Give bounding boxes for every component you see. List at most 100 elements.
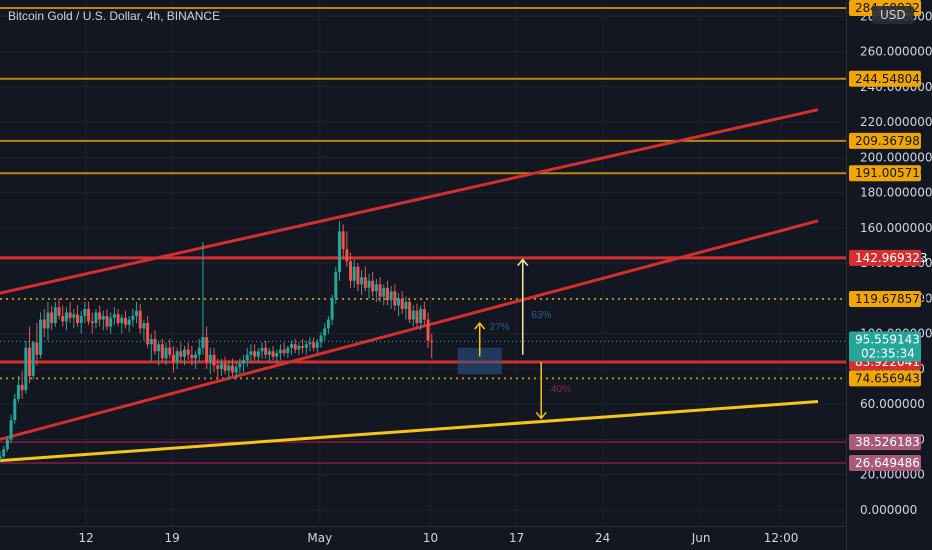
price-tick-label: 180.000000 bbox=[860, 186, 932, 200]
candle-body bbox=[360, 277, 364, 285]
candle-body bbox=[422, 308, 426, 320]
candle-body bbox=[208, 354, 212, 362]
time-tick-label: Jun bbox=[691, 531, 711, 545]
time-tick-label: 17 bbox=[509, 531, 524, 545]
price-tag-bg bbox=[849, 165, 921, 182]
candle-body bbox=[142, 323, 146, 329]
candle-body bbox=[171, 354, 175, 362]
trendline bbox=[0, 219, 819, 441]
candle-body bbox=[408, 301, 412, 320]
candle-body bbox=[371, 280, 375, 292]
candle-body bbox=[230, 365, 234, 373]
candle-body bbox=[72, 314, 76, 318]
candle-body bbox=[315, 342, 319, 348]
candle-body bbox=[157, 344, 161, 352]
current-price-label: 95.559143 bbox=[855, 332, 920, 346]
candle-body bbox=[374, 284, 378, 292]
candle-body bbox=[293, 344, 297, 350]
candle-body bbox=[120, 317, 124, 324]
candle-body bbox=[61, 316, 65, 322]
candle-body bbox=[0, 456, 2, 460]
candle-body bbox=[146, 323, 150, 345]
price-tick-label: 20.000000 bbox=[860, 468, 925, 482]
candle-body bbox=[334, 271, 338, 299]
candle-body bbox=[278, 349, 282, 354]
candle-body bbox=[179, 351, 183, 357]
candle-body bbox=[42, 319, 46, 329]
candle-body bbox=[98, 312, 102, 320]
candle-body bbox=[304, 344, 308, 348]
candle-body bbox=[116, 314, 120, 324]
candle-body bbox=[301, 346, 305, 348]
candle-body bbox=[201, 337, 205, 348]
candles bbox=[0, 220, 434, 462]
current-price-tag-bg bbox=[849, 331, 921, 362]
candle-body bbox=[79, 316, 83, 324]
trendlines bbox=[0, 108, 819, 463]
candle-body bbox=[75, 314, 79, 324]
candle-body bbox=[90, 321, 94, 324]
price-tag-label: 209.367982 bbox=[855, 134, 928, 148]
candle-body bbox=[326, 319, 330, 329]
price-tag-bg bbox=[849, 434, 921, 451]
candle-body bbox=[382, 287, 386, 297]
candle-body bbox=[131, 316, 135, 320]
candle-body bbox=[5, 439, 9, 450]
candle-body bbox=[430, 340, 434, 342]
candle-body bbox=[389, 291, 393, 301]
candle-body bbox=[397, 298, 401, 306]
time-tick-label: 12 bbox=[78, 531, 93, 545]
candle-body bbox=[219, 363, 223, 369]
candle-body bbox=[68, 312, 72, 318]
grid bbox=[0, 0, 846, 526]
candle-body bbox=[341, 231, 345, 250]
candle-body bbox=[39, 319, 43, 355]
candle-body bbox=[2, 449, 6, 457]
time-axis[interactable]: 12 19 May 10 17 24 Jun 12:00 bbox=[78, 531, 798, 545]
price-tag-label: 244.548049 bbox=[855, 72, 928, 86]
candle-body bbox=[87, 308, 91, 322]
candle-body bbox=[378, 284, 382, 297]
candle-countdown: 02:35:34 bbox=[861, 346, 915, 360]
candle-body bbox=[271, 351, 275, 357]
candle-body bbox=[238, 363, 242, 368]
time-tick-label: 24 bbox=[595, 531, 610, 545]
candle-body bbox=[253, 351, 257, 357]
candle-body bbox=[249, 351, 253, 355]
candle-body bbox=[138, 310, 142, 329]
candle-body bbox=[264, 347, 268, 355]
time-tick-label: 12:00 bbox=[764, 531, 799, 545]
candle-body bbox=[404, 301, 408, 309]
candle-body bbox=[135, 310, 139, 317]
candle-body bbox=[415, 310, 419, 324]
candle-body bbox=[385, 287, 389, 301]
price-tick-label: 200.000000 bbox=[860, 150, 932, 164]
candle-body bbox=[105, 316, 109, 327]
candle-body bbox=[160, 344, 164, 359]
candle-body bbox=[323, 328, 327, 336]
candle-body bbox=[183, 349, 186, 357]
candle-body bbox=[13, 398, 17, 421]
candle-body bbox=[308, 342, 312, 345]
candle-body bbox=[197, 347, 201, 355]
candle-body bbox=[352, 266, 356, 281]
candle-body bbox=[50, 312, 54, 324]
price-tick-label: 60.000000 bbox=[860, 397, 925, 411]
price-tick-label: 220.000000 bbox=[860, 115, 932, 129]
price-tag-bg bbox=[849, 290, 921, 307]
candle-body bbox=[194, 354, 198, 359]
candle-body bbox=[363, 277, 367, 288]
candle-body bbox=[46, 312, 50, 329]
candle-body bbox=[282, 349, 286, 354]
price-tick-label: 160.000000 bbox=[860, 221, 932, 235]
arrow-percent-label: 40% bbox=[551, 384, 571, 395]
candle-body bbox=[242, 360, 246, 364]
price-tags: 284.68832244.548049209.367982191.0057101… bbox=[849, 0, 928, 472]
time-tick-label: 10 bbox=[423, 531, 438, 545]
candle-body bbox=[16, 384, 20, 399]
candle-body bbox=[419, 308, 423, 324]
price-tag-bg bbox=[849, 249, 921, 266]
